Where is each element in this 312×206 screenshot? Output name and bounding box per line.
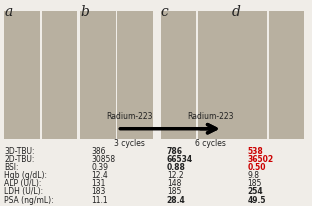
Text: Radium-223: Radium-223 (187, 111, 233, 120)
Text: PSA (ng/mL):: PSA (ng/mL): (4, 194, 54, 204)
Text: 36502: 36502 (247, 154, 273, 163)
Text: 28.4: 28.4 (167, 194, 186, 204)
Text: 254: 254 (247, 186, 263, 195)
Text: 148: 148 (167, 178, 181, 187)
Text: 185: 185 (167, 186, 181, 195)
Text: LDH (U/L):: LDH (U/L): (4, 186, 44, 195)
Text: 0.50: 0.50 (247, 162, 266, 171)
FancyBboxPatch shape (161, 12, 196, 139)
Text: d: d (232, 5, 241, 19)
Text: ALP (U/L):: ALP (U/L): (4, 178, 42, 187)
FancyBboxPatch shape (117, 12, 153, 139)
Text: 49.5: 49.5 (247, 194, 266, 204)
Text: a: a (4, 5, 13, 19)
FancyBboxPatch shape (232, 12, 267, 139)
Text: 538: 538 (247, 146, 263, 155)
Text: 0.39: 0.39 (91, 162, 108, 171)
FancyBboxPatch shape (198, 12, 233, 139)
Text: 185: 185 (247, 178, 261, 187)
Text: 6 cycles: 6 cycles (195, 138, 226, 147)
Text: 386: 386 (91, 146, 105, 155)
Text: 11.1: 11.1 (91, 194, 108, 204)
Text: b: b (80, 5, 89, 19)
Text: c: c (161, 5, 168, 19)
FancyBboxPatch shape (269, 12, 305, 139)
Text: 9.8: 9.8 (247, 170, 259, 179)
Text: BSI:: BSI: (4, 162, 19, 171)
FancyBboxPatch shape (80, 12, 116, 139)
FancyBboxPatch shape (41, 12, 77, 139)
Text: 66534: 66534 (167, 154, 193, 163)
Text: Hgb (g/dL):: Hgb (g/dL): (4, 170, 47, 179)
Text: Radium-223: Radium-223 (106, 111, 153, 120)
Text: 131: 131 (91, 178, 105, 187)
Text: 12.2: 12.2 (167, 170, 183, 179)
Text: 786: 786 (167, 146, 183, 155)
Text: 30858: 30858 (91, 154, 115, 163)
Text: 3 cycles: 3 cycles (114, 138, 145, 147)
Text: 0.88: 0.88 (167, 162, 186, 171)
Text: 12.4: 12.4 (91, 170, 108, 179)
Text: 183: 183 (91, 186, 105, 195)
FancyBboxPatch shape (4, 12, 40, 139)
Text: 2D-TBU:: 2D-TBU: (4, 154, 35, 163)
Text: 3D-TBU:: 3D-TBU: (4, 146, 35, 155)
